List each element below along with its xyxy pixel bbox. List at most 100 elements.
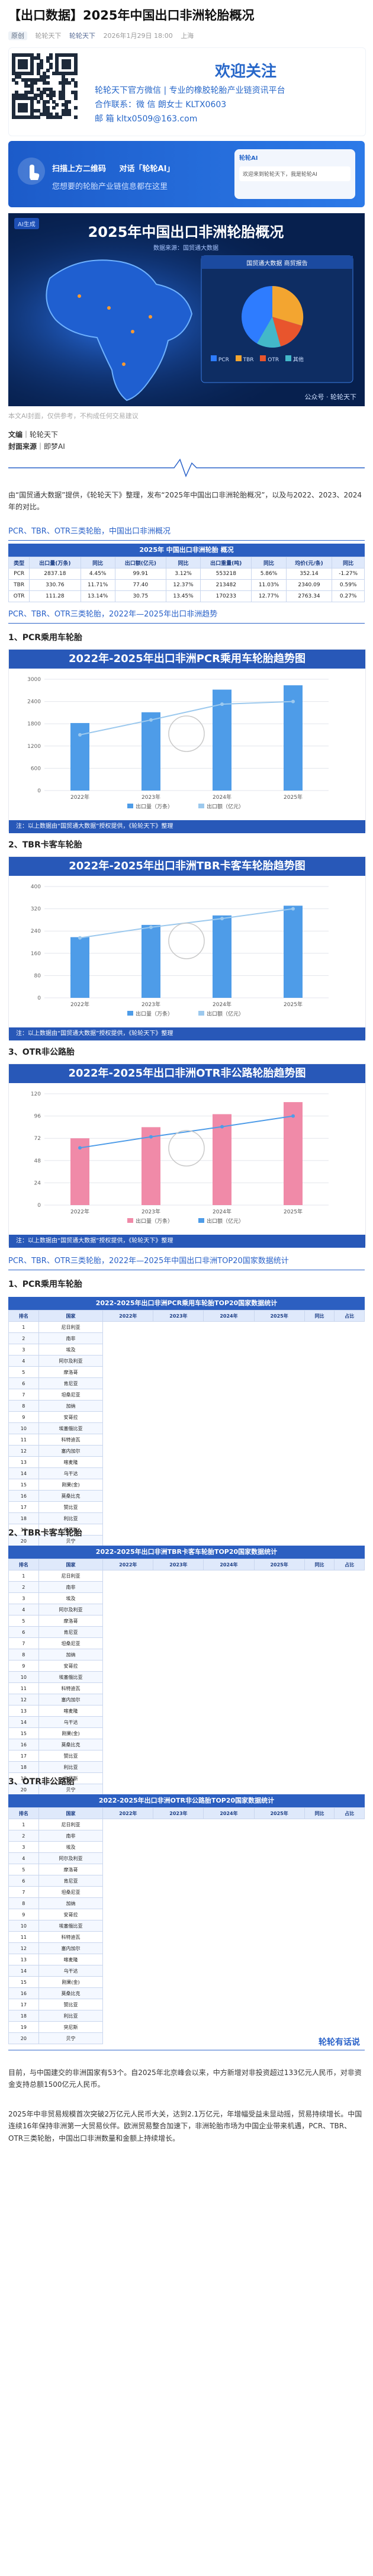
- pcr-chart-title: 2022年-2025年出口非洲PCR乘用车轮胎趋势图: [9, 650, 365, 669]
- top20-cell: 5: [8, 1864, 39, 1875]
- table-row: 2 南非: [8, 1581, 365, 1593]
- seal-watermark: [168, 923, 205, 959]
- top20-cell: 摩洛哥: [38, 1864, 104, 1875]
- top20-cell: 18: [8, 1512, 39, 1524]
- promo-ai-text: 对话「轮轮AI」: [119, 165, 175, 174]
- section1-title: PCR、TBR、OTR三类轮胎，中国出口非洲概况: [8, 527, 171, 536]
- publish-time: 2026年1月29日 18:00: [103, 32, 173, 40]
- top20-cell: 18: [8, 2010, 39, 2022]
- top20-cell: 塞内加尔: [38, 1694, 104, 1705]
- top20-header-cell: 占比: [334, 1310, 365, 1322]
- top20-cell: 埃及: [38, 1841, 104, 1853]
- summary-cell: 13.45%: [165, 590, 201, 602]
- outro-heading: 轮轮有话说: [319, 2038, 360, 2047]
- original-tag: 原创: [8, 31, 27, 40]
- top20-cell: 塞内加尔: [38, 1445, 104, 1457]
- table-row: 18 利比亚: [8, 2010, 365, 2022]
- legend-label: 出口量（万条）: [136, 1218, 173, 1225]
- table-row: 11 科特迪瓦: [8, 1434, 365, 1446]
- top20-cell: 坦桑尼亚: [38, 1637, 104, 1649]
- top20-cell: 突尼斯: [38, 2021, 104, 2033]
- legend-label: 出口量（万条）: [136, 1010, 173, 1017]
- summary-table: 2025年 中国出口非洲轮胎 概况 类型 出口量(万条) 同比 出口额(亿元) 同比 出口…: [8, 544, 365, 602]
- promo-banner[interactable]: 扫描上方二维码 对话「轮轮AI」 您想要的轮胎产业链信息都在这里 轮轮AI 欢迎…: [8, 141, 365, 207]
- top20-header-cell: 排名: [8, 1807, 39, 1819]
- y-tick-label: 1200: [27, 744, 41, 750]
- x-tick-label: 2022年: [70, 1208, 89, 1215]
- legend-swatch: [198, 1218, 204, 1223]
- summary-cell: 352.14: [285, 568, 333, 580]
- top20-header-cell: 2025年: [253, 1559, 305, 1570]
- top20-pcr-heading: 1、PCR乘用车轮胎: [8, 1280, 83, 1289]
- top20-cell: 5: [8, 1615, 39, 1627]
- top20-cell: 赞比亚: [38, 1501, 104, 1513]
- top20-cell: 埃塞俄比亚: [38, 1422, 104, 1434]
- x-tick-label: 2025年: [284, 1001, 303, 1008]
- table-row: 7 坦桑尼亚: [8, 1637, 365, 1649]
- x-tick-label: 2025年: [284, 794, 303, 801]
- top20-cell: 13: [8, 1954, 39, 1965]
- line-point: [149, 925, 153, 929]
- top20-cell: 尼日利亚: [38, 1819, 104, 1830]
- y-tick-label: 72: [34, 1136, 41, 1142]
- top20-cell: 埃及: [38, 1592, 104, 1604]
- top20-pcr-title: 2022-2025年出口非洲PCR乘用车轮胎TOP20国家数据统计: [8, 1297, 365, 1310]
- line-point: [291, 907, 295, 911]
- table-row: 13 喀麦隆: [8, 1456, 365, 1468]
- top20-cell: 喀麦隆: [38, 1705, 104, 1717]
- line-point: [220, 702, 224, 706]
- table-row: 13 喀麦隆: [8, 1705, 365, 1717]
- top20-otr-title: 2022-2025年出口非洲OTR非公路胎TOP20国家数据统计: [8, 1794, 365, 1807]
- top20-tbr-table: 2022-2025年出口非洲TBR卡客车轮胎TOP20国家数据统计 排名 国家 20…: [8, 1546, 365, 1796]
- table-row: 17 赞比亚: [8, 1501, 365, 1513]
- account-link[interactable]: 轮轮天下: [69, 32, 95, 40]
- table-row: 8 加纳: [8, 1897, 365, 1909]
- article-meta: 原创 轮轮天下 轮轮天下 2026年1月29日 18:00 上海: [8, 31, 364, 40]
- top20-cell: 摩洛哥: [38, 1366, 104, 1378]
- summary-cell: 30.75: [114, 590, 166, 602]
- x-tick-label: 2025年: [284, 1208, 303, 1215]
- top20-cell: 7: [8, 1389, 39, 1401]
- y-tick-label: 240: [31, 929, 41, 934]
- x-tick-label: 2023年: [142, 1208, 160, 1215]
- top20-cell: 坦桑尼亚: [38, 1886, 104, 1898]
- top20-header-cell: 2024年: [203, 1559, 255, 1570]
- table-row: 19 突尼斯: [8, 2021, 365, 2033]
- tbr-chart-footnote: 注：以上数据由“国贸通大数据”授权提供，《轮轮天下》整理: [9, 1027, 365, 1040]
- qr-code[interactable]: [12, 53, 78, 119]
- top20-cell: 6: [8, 1377, 39, 1389]
- table-row: 15 刚果(金): [8, 1479, 365, 1491]
- summary-row: PCR 2837.18 4.45% 99.91 3.12% 553218 5.86% 352.…: [8, 568, 365, 580]
- line-point: [78, 936, 82, 940]
- y-tick-label: 24: [34, 1180, 41, 1186]
- table-row: 16 莫桑比克: [8, 1987, 365, 1999]
- summary-cell: 12.77%: [251, 590, 287, 602]
- legend-swatch: [127, 1011, 133, 1016]
- y-tick-label: 1800: [27, 721, 41, 727]
- summary-table-title: 2025年 中国出口非洲轮胎 概况: [8, 544, 365, 557]
- top20-cell: 阿尔及利亚: [38, 1604, 104, 1615]
- line-point: [78, 1146, 82, 1150]
- top20-cell: 2: [8, 1332, 39, 1344]
- table-row: 5 摩洛哥: [8, 1366, 365, 1378]
- summary-cell: 553218: [200, 568, 252, 580]
- top20-cell: 利比亚: [38, 1761, 104, 1773]
- summary-header-cell: 同比: [251, 557, 287, 568]
- x-tick-label: 2023年: [142, 1001, 160, 1008]
- legend-label: 出口额（亿元）: [207, 803, 244, 810]
- author-name: 轮轮天下: [35, 32, 62, 40]
- image-caption: 本文AI封面，仅供参考，不构成任何交易建议: [8, 412, 139, 420]
- line-point: [220, 1125, 224, 1129]
- section3-title: PCR、TBR、OTR三类轮胎，2022年—2025年中国出口非洲TOP20国家…: [8, 1257, 289, 1265]
- section3-bar: PCR、TBR、OTR三类轮胎，2022年—2025年中国出口非洲TOP20国家…: [8, 1254, 365, 1270]
- top20-cell: 11: [8, 1931, 39, 1943]
- y-tick-label: 160: [31, 951, 41, 957]
- summary-cell: PCR: [8, 568, 30, 580]
- summary-cell: 11.03%: [251, 579, 287, 591]
- table-row: 11 科特迪瓦: [8, 1682, 365, 1694]
- table-row: 8 加纳: [8, 1400, 365, 1412]
- top20-otr-heading: 3、OTR非公路胎: [8, 1777, 75, 1787]
- top20-cell: 5: [8, 1366, 39, 1378]
- summary-header-cell: 出口额(亿元): [114, 557, 166, 568]
- top20-cell: 3: [8, 1592, 39, 1604]
